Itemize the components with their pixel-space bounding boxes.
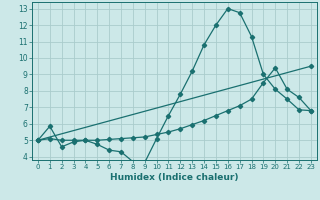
X-axis label: Humidex (Indice chaleur): Humidex (Indice chaleur): [110, 173, 239, 182]
